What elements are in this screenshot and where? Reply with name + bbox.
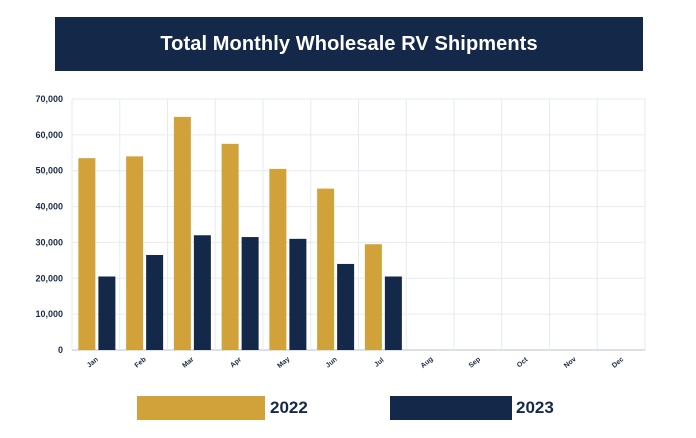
bar-2023-apr [241,237,259,350]
x-tick-label-sep: Sep [468,356,482,370]
y-tick-label: 40,000 [35,202,63,212]
x-tick-label-dec: Dec [611,356,625,370]
legend-swatch-2022 [137,396,265,420]
x-tick-label-jul: Jul [373,357,385,369]
chart-title: Total Monthly Wholesale RV Shipments [160,32,538,55]
y-tick-label: 30,000 [35,237,63,247]
bar-2022-jun [317,188,335,350]
bar-2023-mar [193,235,211,350]
bar-2022-may [269,168,287,350]
bar-2022-feb [126,156,144,350]
x-tick-label-feb: Feb [134,356,148,369]
legend-label-2022: 2022 [270,398,308,417]
x-tick-label-oct: Oct [516,356,530,369]
bar-2023-jan [98,276,116,350]
x-tick-label-mar: Mar [181,356,195,370]
x-tick-label-jun: Jun [325,356,339,369]
x-axis: Jan Feb Mar Apr May Jun Jul Aug Sep Oct Nov Dec [86,356,625,370]
bar-2023-jun [337,263,355,350]
bar-2022-jan [78,158,96,350]
chart-title-banner: Total Monthly Wholesale RV Shipments [55,17,643,71]
grid [71,98,646,351]
x-tick-label-nov: Nov [563,356,578,370]
x-tick-label-aug: Aug [420,356,435,370]
bar-2023-feb [146,254,164,350]
y-axis: 0 10,000 20,000 30,000 40,000 50,000 60,000 70,… [35,94,63,355]
x-tick-label-jan: Jan [86,356,100,369]
y-tick-label: 20,000 [35,273,63,283]
bar-2023-may [289,238,307,350]
bars [78,116,402,350]
bar-2022-apr [221,143,239,350]
bar-2022-mar [173,116,191,350]
legend-label-2023: 2023 [516,398,554,417]
x-tick-label-may: May [276,356,291,370]
x-tick-label-apr: Apr [229,356,243,369]
y-tick-label: 10,000 [35,309,63,319]
y-tick-label: 70,000 [35,94,63,104]
y-tick-label: 60,000 [35,130,63,140]
bar-2022-jul [364,244,382,350]
bar-2023-jul [384,276,402,350]
y-tick-label: 50,000 [35,166,63,176]
y-tick-label: 0 [58,345,63,355]
legend-swatch-2023 [390,396,512,420]
